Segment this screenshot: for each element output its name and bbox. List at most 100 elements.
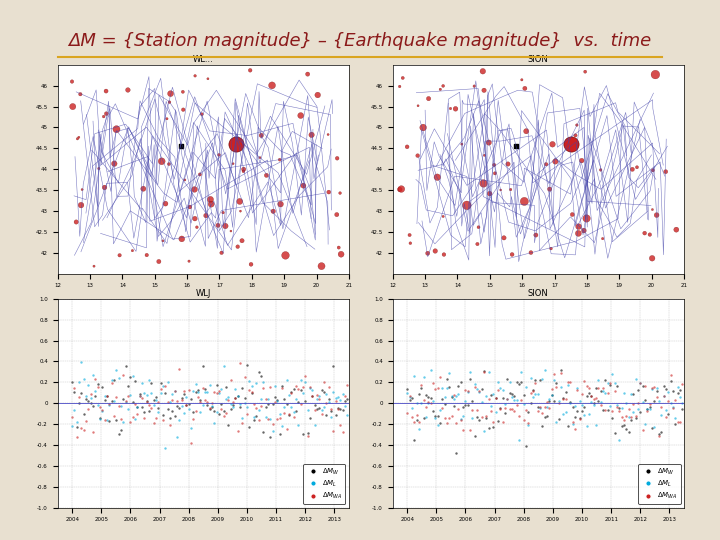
Point [130,400,141,408]
Point [555,382,567,391]
Point [553,414,564,423]
Point [516,76,528,84]
Point [557,409,569,418]
Point [438,400,450,408]
Legend: $\Delta M_W$, $\Delta M_L$, $\Delta M_{WA}$: $\Delta M_W$, $\Delta M_L$, $\Delta M_{W… [303,464,346,504]
Point [504,389,516,397]
Point [485,390,497,399]
Point [560,408,572,416]
Point [125,417,136,426]
Point [302,429,313,437]
Point [461,201,472,210]
Point [553,396,564,405]
Point [600,376,611,385]
Point [460,401,472,409]
Point [260,395,271,404]
Point [423,393,434,401]
Point [276,381,288,390]
Point [262,415,274,423]
Point [211,407,222,416]
Point [508,392,520,401]
Point [94,415,106,423]
Point [497,386,508,394]
Point [508,396,520,404]
Point [521,441,532,450]
Point [160,443,171,452]
Point [323,382,334,391]
Point [562,422,574,431]
Point [83,397,94,406]
Point [574,397,585,406]
Point [525,399,536,408]
Point [530,390,541,399]
Point [495,404,506,413]
Point [339,392,351,400]
Point [218,412,230,421]
Point [267,420,279,428]
Point [639,395,651,404]
Point [176,402,187,410]
Point [597,234,608,243]
Point [290,407,302,415]
Point [651,211,662,219]
Point [574,415,585,424]
Point [304,413,315,422]
Point [616,421,627,430]
Point [628,400,639,408]
Point [246,260,257,268]
Point [258,428,269,436]
Point [134,392,145,400]
Point [90,375,102,383]
Point [92,380,104,389]
Point [570,402,581,410]
Point [341,395,353,403]
Point [179,176,191,184]
Point [429,414,441,422]
Point [99,416,111,424]
Point [478,368,490,376]
Point [408,436,420,444]
Point [102,392,113,400]
Point [190,388,202,396]
Point [113,430,125,438]
Point [474,387,485,395]
Point [230,394,241,402]
Point [455,416,467,424]
Point [438,414,450,423]
Point [527,387,539,395]
Point [518,197,530,206]
Point [332,404,343,413]
Point [508,407,520,416]
Point [117,418,129,427]
Point [122,404,134,413]
Point [413,418,425,427]
Point [92,400,104,409]
Point [516,377,527,386]
Point [429,411,441,420]
Point [408,372,420,380]
Point [309,421,320,429]
Point [438,212,449,221]
Point [76,185,88,194]
Point [316,262,328,271]
Point [647,166,659,174]
Point [163,160,175,168]
Point [590,394,602,403]
Point [513,436,525,445]
Point [478,367,490,375]
Point [621,424,632,433]
Point [323,394,334,403]
Point [66,378,78,387]
Point [125,373,136,381]
Point [413,390,425,399]
Point [660,413,672,422]
Point [527,386,539,394]
Point [469,380,480,389]
Point [644,404,655,413]
Point [141,390,153,399]
Point [271,415,283,423]
Point [117,371,129,380]
Point [132,403,143,411]
Point [637,381,649,390]
Point [339,397,351,406]
